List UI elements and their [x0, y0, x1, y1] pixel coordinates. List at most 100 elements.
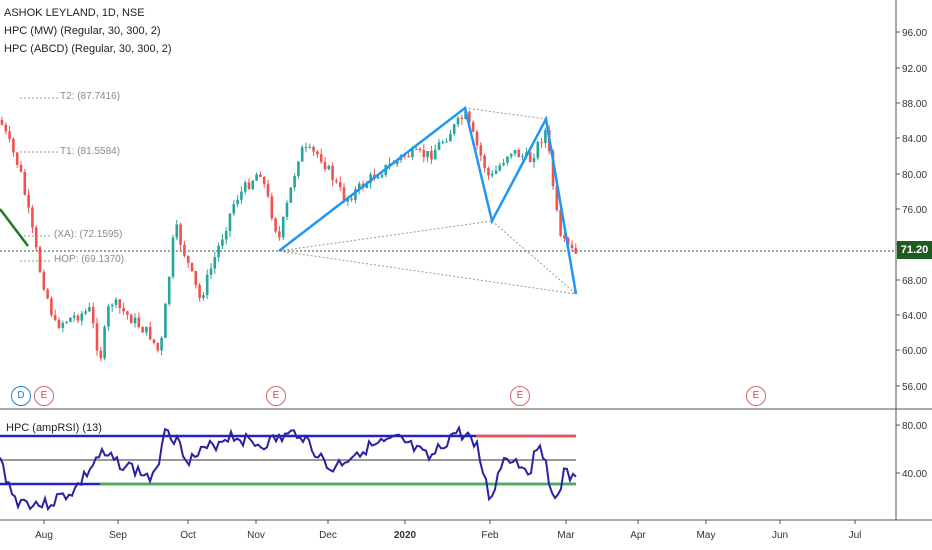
dividend-marker[interactable]: D: [11, 386, 31, 406]
time-axis[interactable]: Aug Sep Oct Nov Dec 2020 Feb Mar Apr May Jun Jul: [35, 520, 861, 541]
indicator-mw[interactable]: HPC (MW) (Regular, 30, 300, 2): [4, 25, 161, 37]
candle-body: [430, 151, 433, 160]
candle-body: [171, 237, 175, 277]
candle-body: [517, 149, 521, 158]
candle-body: [308, 146, 312, 148]
candle-body: [148, 326, 152, 340]
candle-body: [536, 142, 540, 159]
candle-body: [84, 311, 87, 314]
candle-body: [72, 315, 76, 318]
candle-body: [342, 187, 346, 202]
time-tick: Oct: [180, 530, 196, 541]
earnings-marker[interactable]: E: [510, 386, 530, 406]
chart-legend: ASHOK LEYLAND, 1D, NSE HPC (MW) (Regular…: [4, 4, 172, 58]
candle-body: [118, 299, 122, 308]
candle-body: [483, 155, 486, 169]
xa-label: (XA): (72.1595): [54, 229, 123, 240]
candle-body: [293, 176, 296, 188]
symbol-title[interactable]: ASHOK LEYLAND, 1D, NSE: [4, 7, 145, 19]
candle-body: [202, 295, 205, 299]
candle-body: [331, 165, 334, 181]
candle-body: [544, 130, 547, 144]
candle-body: [65, 321, 68, 323]
candle-body: [198, 285, 201, 299]
candle-body: [498, 165, 502, 171]
candle-body: [414, 149, 418, 151]
candle-body: [262, 176, 266, 185]
earnings-marker[interactable]: E: [266, 386, 286, 406]
candle-body: [468, 111, 471, 123]
target1-label: T1: (81.5584): [60, 146, 121, 157]
candle-body: [350, 198, 353, 201]
time-tick: Nov: [247, 530, 265, 541]
candle-body: [403, 155, 407, 157]
candle-body: [281, 217, 285, 238]
candle-body: [521, 156, 524, 158]
candle-body: [452, 124, 456, 134]
candle-body: [137, 317, 141, 328]
candle-body: [91, 307, 95, 324]
candle-body: [110, 304, 114, 307]
osc-axis[interactable]: 80.00 40.00: [896, 421, 927, 480]
candle-body: [426, 151, 429, 158]
candle-body: [479, 145, 483, 156]
candle-body: [555, 186, 559, 210]
candle-body: [4, 124, 8, 132]
candle-body: [240, 191, 243, 200]
candle-body: [8, 131, 11, 139]
candle-body: [563, 235, 566, 239]
prior-pattern-leg: [0, 208, 29, 247]
candle-body: [194, 270, 198, 286]
oscillator-title[interactable]: HPC (ampRSI) (13): [6, 422, 102, 434]
candle-body: [15, 152, 19, 165]
candle-body: [251, 180, 255, 190]
candle-body: [217, 245, 220, 258]
abcd-pattern-legs: [278, 105, 578, 295]
indicator-abcd[interactable]: HPC (ABCD) (Regular, 30, 300, 2): [4, 43, 172, 55]
candle-body: [506, 156, 509, 163]
candle-body: [327, 165, 331, 170]
price-axis[interactable]: 96.0092.0088.0084.0080.0076.0072.0068.00…: [896, 28, 927, 393]
price-tick: 92.00: [902, 64, 927, 75]
candle-body: [122, 307, 125, 312]
candle-body: [574, 248, 578, 254]
candle-body: [232, 204, 236, 214]
candle-body: [441, 141, 445, 143]
candle-body: [38, 247, 42, 273]
candle-body: [338, 181, 342, 188]
candle-body: [502, 162, 505, 166]
candle-body: [126, 311, 129, 315]
time-tick: Feb: [481, 530, 499, 541]
candle-body: [460, 117, 464, 120]
time-tick: Jun: [772, 530, 788, 541]
candle-body: [57, 319, 61, 328]
candle-body: [80, 313, 84, 321]
price-tick: 88.00: [902, 99, 927, 110]
earnings-marker[interactable]: E: [34, 386, 54, 406]
time-tick: Jul: [849, 530, 862, 541]
candle-body: [346, 198, 350, 202]
candle-body: [23, 171, 27, 195]
candle-body: [209, 268, 213, 275]
candle-body: [407, 155, 410, 157]
price-tick: 96.00: [902, 28, 927, 39]
earnings-marker[interactable]: E: [746, 386, 766, 406]
candle-body: [31, 207, 34, 228]
candle-body: [99, 350, 103, 359]
candle-body: [418, 149, 422, 151]
candle-body: [19, 164, 23, 172]
candle-body: [88, 307, 91, 312]
candle-body: [285, 202, 289, 218]
candle-body: [69, 317, 72, 322]
candle-body: [175, 224, 179, 238]
candle-body: [490, 173, 494, 176]
price-pane: [0, 0, 896, 408]
candle-body: [422, 150, 426, 158]
hop-label: HOP: (69.1370): [54, 254, 125, 265]
candle-body: [190, 262, 194, 271]
candle-body: [312, 146, 315, 152]
candle-body: [278, 231, 281, 238]
candle-body: [365, 183, 369, 188]
candle-body: [228, 213, 232, 232]
